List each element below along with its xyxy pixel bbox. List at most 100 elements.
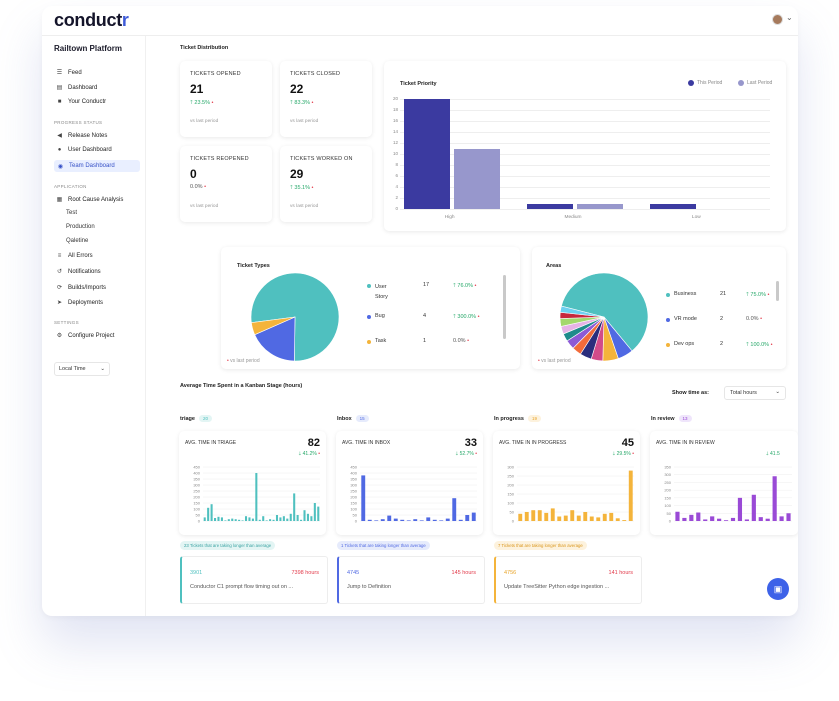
stage-bar[interactable]: [248, 517, 251, 521]
sidebar-item-production[interactable]: Production: [66, 224, 95, 230]
sidebar-item-all-errors[interactable]: ≡ All Errors: [57, 253, 93, 259]
stage-bar[interactable]: [596, 517, 601, 521]
stage-bar[interactable]: [518, 513, 523, 521]
stage-bar[interactable]: [563, 515, 568, 521]
stage-bar[interactable]: [550, 508, 555, 521]
stage-bar[interactable]: [413, 519, 418, 521]
stage-bar[interactable]: [570, 510, 575, 521]
stage-bar[interactable]: [255, 473, 258, 521]
stage-bar[interactable]: [210, 504, 213, 521]
stage-bar[interactable]: [282, 516, 285, 521]
stage-bar[interactable]: [458, 519, 463, 521]
stage-bar[interactable]: [710, 516, 715, 521]
sidebar-item-root-cause[interactable]: ▦ Root Cause Analysis: [56, 196, 124, 204]
stage-bar[interactable]: [251, 518, 254, 521]
stage-bar[interactable]: [262, 516, 265, 521]
stage-bar[interactable]: [779, 516, 784, 521]
stage-bar[interactable]: [628, 470, 633, 521]
stage-bar[interactable]: [465, 515, 470, 521]
stage-bar[interactable]: [317, 506, 320, 521]
stage-bar[interactable]: [289, 513, 292, 521]
stage-bar[interactable]: [737, 497, 743, 521]
stage-bar[interactable]: [765, 518, 770, 521]
pie-slice[interactable]: [250, 272, 340, 362]
pie-slice[interactable]: [561, 272, 649, 352]
stage-bar[interactable]: [234, 519, 237, 521]
sidebar-item-configure[interactable]: ⚙ Configure Project: [56, 332, 115, 340]
stage-bar[interactable]: [703, 519, 708, 521]
stage-bar[interactable]: [445, 518, 450, 521]
logo[interactable]: conductr: [54, 10, 129, 30]
priority-bar[interactable]: [577, 203, 623, 209]
stage-bar[interactable]: [717, 518, 722, 521]
triage-pill[interactable]: 23 Tickets that are taking longer than a…: [180, 541, 276, 550]
stage-bar[interactable]: [537, 510, 542, 521]
stage-bar[interactable]: [303, 510, 306, 521]
legend-last-period[interactable]: Last Period: [738, 80, 772, 86]
stage-bar[interactable]: [589, 516, 594, 522]
pie-slice[interactable]: [251, 316, 296, 336]
priority-bar[interactable]: [650, 203, 697, 209]
stage-bar[interactable]: [286, 518, 289, 521]
stage-bar[interactable]: [269, 519, 272, 521]
time-zone-select[interactable]: Local Time ⌄: [54, 362, 110, 376]
stage-bar[interactable]: [419, 520, 424, 521]
priority-bar[interactable]: [453, 148, 500, 209]
stage-bar[interactable]: [272, 519, 275, 521]
stage-bar[interactable]: [426, 517, 431, 521]
stage-bar[interactable]: [524, 512, 529, 521]
stage-bar[interactable]: [310, 516, 313, 521]
stage-bar[interactable]: [432, 519, 437, 521]
stage-bar[interactable]: [758, 517, 763, 521]
scrollbar[interactable]: [776, 281, 779, 301]
stage-bar[interactable]: [214, 518, 217, 521]
sidebar-item-deployments[interactable]: ➤ Deployments: [56, 299, 104, 307]
stage-bar[interactable]: [531, 510, 536, 521]
sidebar-item-team-dashboard[interactable]: ◉ Team Dashboard: [54, 160, 140, 172]
stage-bar[interactable]: [374, 520, 379, 521]
stage-bar[interactable]: [723, 520, 729, 521]
stage-bar[interactable]: [231, 518, 234, 521]
stage-bar[interactable]: [306, 513, 309, 521]
stage-bar[interactable]: [227, 519, 230, 521]
stage-bar[interactable]: [258, 519, 261, 521]
sidebar-item-release-notes[interactable]: ◀ Release Notes: [57, 132, 108, 140]
stage-bar[interactable]: [293, 493, 296, 521]
stage-bar[interactable]: [615, 518, 620, 521]
in-progress-pill[interactable]: 7 Tickets that are taking longer than av…: [494, 541, 587, 550]
stage-bar[interactable]: [772, 476, 777, 521]
stage-bar[interactable]: [576, 515, 581, 521]
stage-bar[interactable]: [583, 512, 588, 521]
sidebar-item-feed[interactable]: ☰ Feed: [56, 69, 82, 77]
stage-bar[interactable]: [238, 519, 241, 521]
stage-bar[interactable]: [361, 475, 366, 521]
stage-bar[interactable]: [241, 520, 244, 521]
sidebar-item-notifications[interactable]: ↺ Notifications: [56, 268, 101, 276]
stage-bar[interactable]: [203, 517, 206, 521]
stage-bar[interactable]: [471, 512, 476, 521]
stage-bar[interactable]: [439, 520, 444, 521]
show-time-select[interactable]: Total hours ⌄: [724, 386, 786, 400]
priority-bar[interactable]: [527, 203, 573, 209]
stage-bar[interactable]: [275, 515, 279, 521]
ticket-card-triage[interactable]: 3901 7398 hours Conductor C1 prompt flow…: [180, 556, 328, 604]
stage-bar[interactable]: [602, 513, 607, 521]
stage-bar[interactable]: [400, 519, 405, 521]
stage-bar[interactable]: [367, 519, 372, 521]
pie-slice[interactable]: [254, 316, 296, 362]
stage-bar[interactable]: [380, 519, 385, 521]
sidebar-item-dashboard[interactable]: ▤ Dashboard: [56, 84, 98, 92]
stage-bar[interactable]: [406, 520, 411, 521]
chat-icon[interactable]: ▣: [767, 578, 789, 600]
stage-bar[interactable]: [452, 498, 457, 521]
priority-bar[interactable]: [403, 99, 450, 209]
stage-bar[interactable]: [279, 517, 282, 521]
inbox-pill[interactable]: 1 Tickets that are taking longer than av…: [337, 541, 430, 550]
stage-bar[interactable]: [730, 517, 736, 521]
stage-bar[interactable]: [265, 520, 268, 521]
stage-bar[interactable]: [682, 517, 687, 521]
stage-bar[interactable]: [296, 515, 299, 521]
stage-bar[interactable]: [751, 494, 756, 521]
sidebar-item-user-dashboard[interactable]: ● User Dashboard: [57, 147, 112, 153]
sidebar-item-your-conductr[interactable]: ■ Your Conductr: [57, 99, 107, 105]
